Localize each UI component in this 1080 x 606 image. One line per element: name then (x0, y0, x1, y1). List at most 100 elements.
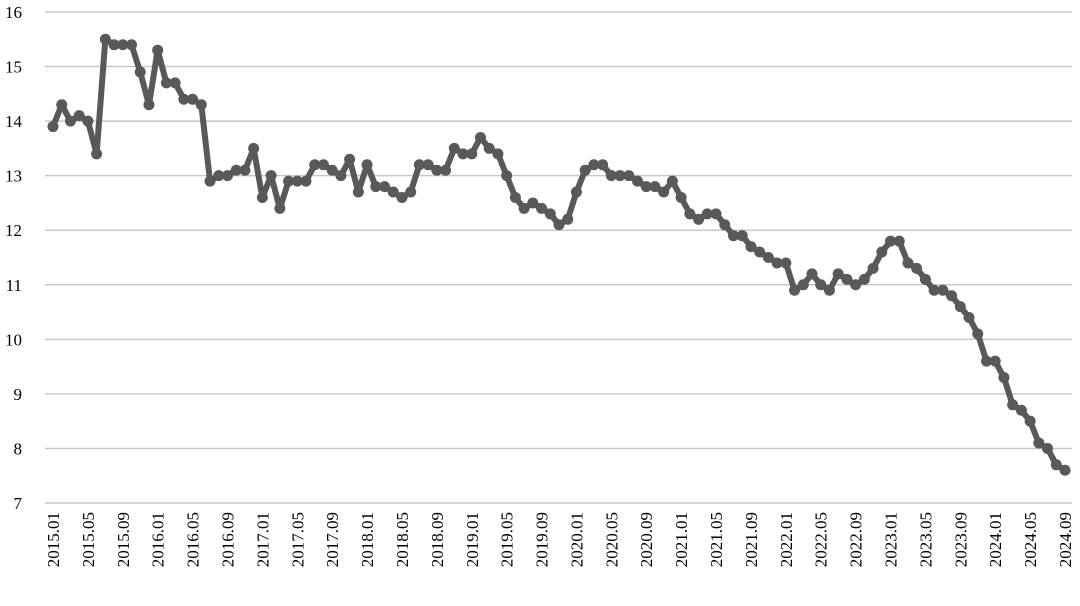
x-tick-label: 2016.09 (218, 512, 237, 567)
point (719, 219, 731, 231)
point (762, 252, 774, 263)
point (509, 191, 521, 203)
point (291, 175, 303, 187)
x-tick-label: 2022.09 (847, 512, 866, 567)
point (204, 175, 216, 187)
point (693, 213, 705, 225)
point (771, 257, 783, 269)
x-tick-label: 2017.09 (323, 512, 342, 567)
point (789, 284, 801, 296)
point (640, 181, 652, 193)
point (413, 159, 425, 171)
point (1024, 415, 1036, 427)
y-tick-label: 10 (5, 330, 22, 349)
point (213, 170, 225, 182)
point (684, 208, 696, 220)
point (946, 290, 958, 302)
point (954, 301, 966, 313)
point (466, 148, 478, 160)
point (248, 142, 260, 154)
point (431, 164, 443, 176)
point (544, 208, 556, 220)
y-tick-label: 12 (5, 221, 22, 240)
point (980, 355, 992, 367)
point (1059, 464, 1071, 476)
x-tick-label: 2018.09 (428, 512, 447, 567)
x-tick-label: 2023.01 (882, 512, 901, 567)
point (317, 159, 329, 171)
point (588, 159, 600, 171)
point (152, 44, 164, 56)
x-tick-label: 2015.05 (79, 512, 98, 567)
point (239, 164, 251, 176)
point (632, 175, 644, 187)
point (82, 115, 94, 127)
point (1050, 459, 1062, 471)
point (666, 175, 678, 187)
point (518, 202, 530, 214)
x-tick-label: 2023.09 (951, 512, 970, 567)
point (160, 77, 172, 89)
point (623, 170, 635, 182)
point (309, 159, 321, 171)
point (47, 121, 59, 133)
point (850, 279, 862, 291)
point (283, 175, 295, 187)
point (989, 355, 1001, 367)
point (919, 273, 931, 285)
point (727, 230, 739, 242)
point (99, 33, 111, 45)
point (1007, 399, 1019, 411)
point (230, 164, 242, 176)
x-tick-label: 2020.01 (567, 512, 586, 567)
point (440, 164, 452, 176)
x-tick-label: 2016.05 (184, 512, 203, 567)
point (710, 208, 722, 220)
point (536, 202, 548, 214)
x-tick-label: 2018.01 (358, 512, 377, 567)
point (492, 148, 504, 160)
point (562, 213, 574, 225)
point (780, 257, 792, 269)
point (405, 186, 417, 198)
x-tick-label: 2019.05 (498, 512, 517, 567)
x-tick-label: 2018.05 (393, 512, 412, 567)
point (797, 279, 809, 291)
y-tick-label: 13 (5, 167, 22, 186)
x-tick-label: 2023.05 (916, 512, 935, 567)
x-tick-label: 2022.05 (812, 512, 831, 567)
point (474, 131, 486, 143)
point (352, 186, 364, 198)
point (579, 164, 591, 176)
point (501, 170, 513, 182)
point (998, 372, 1010, 384)
point (448, 142, 460, 154)
point (361, 159, 373, 171)
point (64, 115, 76, 127)
point (169, 77, 181, 89)
x-tick-label: 2015.01 (44, 512, 63, 567)
x-tick-label: 2021.01 (672, 512, 691, 567)
point (274, 202, 286, 214)
point (91, 148, 103, 160)
point (614, 170, 626, 182)
point (570, 186, 582, 198)
point (911, 262, 923, 274)
point (893, 235, 905, 247)
point (649, 181, 661, 193)
point (178, 93, 190, 105)
point (701, 208, 713, 220)
y-tick-label: 8 (14, 439, 23, 458)
point (1033, 437, 1045, 449)
point (221, 170, 233, 182)
point (108, 39, 120, 51)
x-tick-label: 2020.05 (602, 512, 621, 567)
x-tick-label: 2024.05 (1021, 512, 1040, 567)
y-tick-label: 14 (5, 112, 23, 131)
point (1042, 442, 1054, 454)
point (823, 284, 835, 296)
y-tick-label: 16 (5, 3, 22, 22)
point (422, 159, 434, 171)
x-tick-label: 2019.01 (463, 512, 482, 567)
